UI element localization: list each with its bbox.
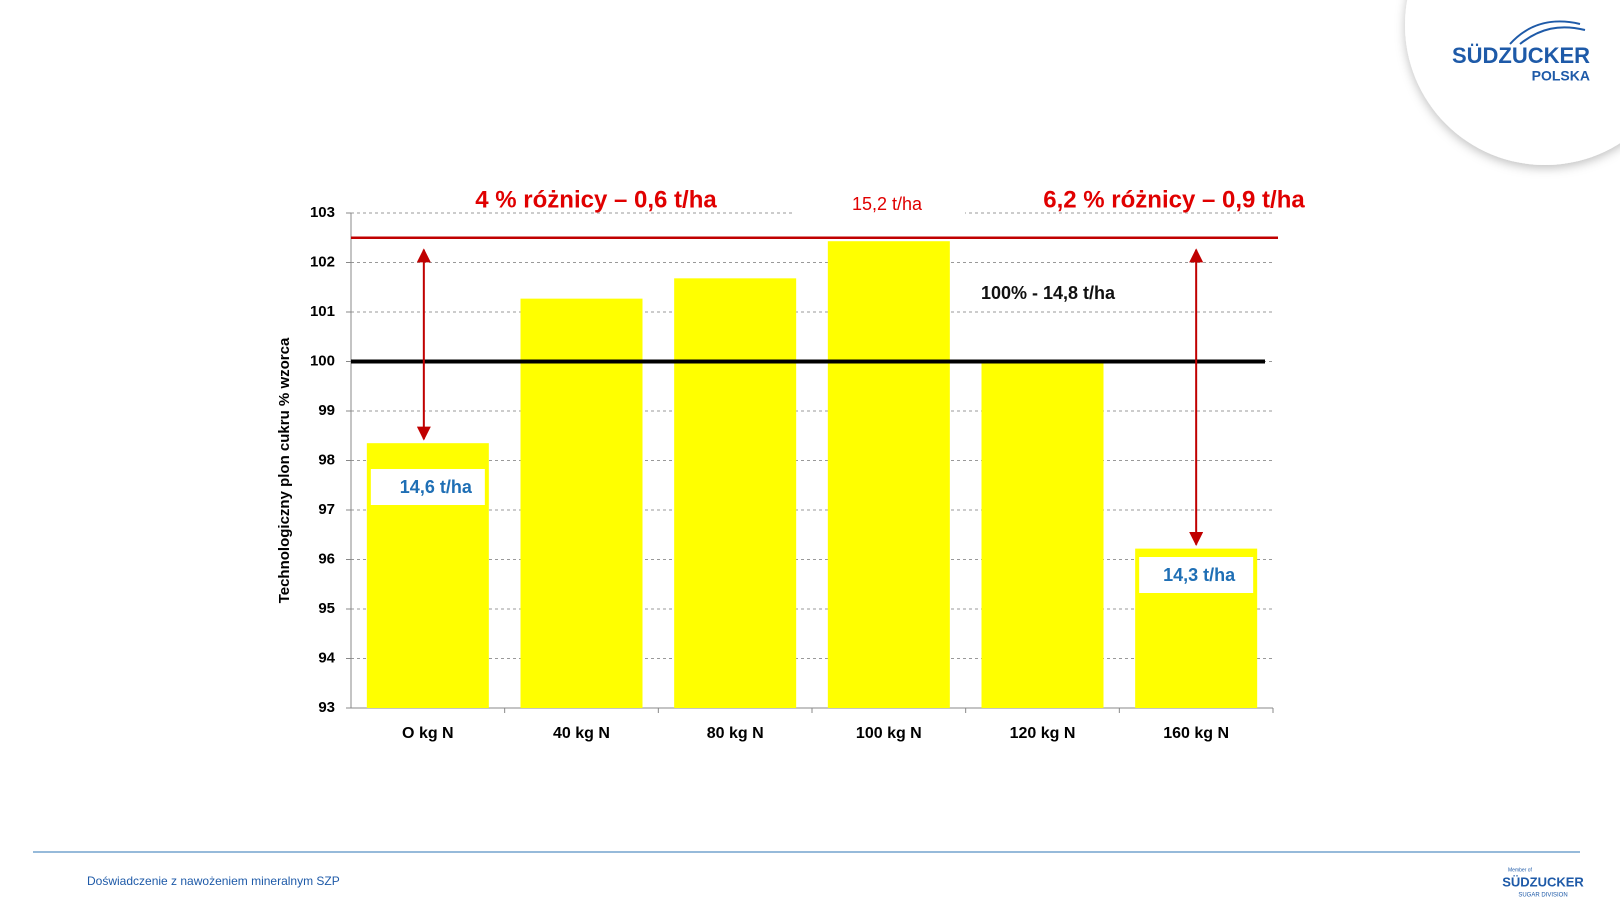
x-tick-label: O kg N — [402, 725, 454, 742]
y-tick-label: 96 — [318, 550, 335, 567]
annotation: 6,2 % różnicy – 0,9 t/ha — [1043, 186, 1305, 213]
label-bg — [1139, 557, 1254, 593]
logo-swoosh — [1509, 20, 1586, 45]
x-tick-label: 160 kg N — [1163, 725, 1229, 742]
y-tick-label: 98 — [318, 451, 335, 468]
y-tick-label: 97 — [318, 501, 335, 518]
y-tick-label: 93 — [318, 699, 335, 716]
bar — [827, 241, 950, 708]
label-bg — [370, 469, 485, 505]
logo-sub: POLSKA — [1532, 68, 1590, 84]
label-bg — [795, 190, 965, 220]
y-tick-label: 100 — [310, 352, 335, 369]
chart: 93 94 95 96 97 98 99 100 101 102 103 Technologiczny… — [276, 186, 1305, 742]
y-tick-label: 94 — [318, 649, 335, 666]
annotation: 15,2 t/ha — [852, 194, 923, 214]
y-tick-label: 101 — [310, 303, 335, 320]
y-tick-label: 103 — [310, 204, 335, 221]
annotation: 14,6 t/ha — [400, 477, 473, 497]
footer-logo-name: SÜDZUCKER — [1502, 874, 1584, 889]
x-tick-label: 40 kg N — [553, 725, 610, 742]
x-tick-label: 80 kg N — [707, 725, 764, 742]
logo-circle — [1405, 0, 1620, 165]
y-tick-label: 102 — [310, 253, 335, 270]
bar — [981, 361, 1104, 708]
bar — [520, 298, 643, 708]
x-tick-label: 120 kg N — [1010, 725, 1076, 742]
annotation: 4 % różnicy – 0,6 t/ha — [475, 186, 717, 213]
bar — [674, 278, 797, 708]
annotation: 100% - 14,8 t/ha — [981, 283, 1116, 303]
footer-logo-sub: SUGAR DIVISION — [1518, 893, 1567, 899]
logo-name: SÜDZUCKER — [1452, 43, 1590, 68]
y-tick-label: 99 — [318, 402, 335, 419]
y-axis-label: Technologiczny plon cukru % wzorca — [276, 337, 293, 603]
footer-logo-top: Member of — [1508, 867, 1533, 873]
footer-text: Doświadczenie z nawożeniem mineralnym SZ… — [87, 874, 340, 888]
annotation: 14,3 t/ha — [1163, 565, 1236, 585]
x-tick-label: 100 kg N — [856, 725, 922, 742]
y-tick-label: 95 — [318, 600, 335, 617]
